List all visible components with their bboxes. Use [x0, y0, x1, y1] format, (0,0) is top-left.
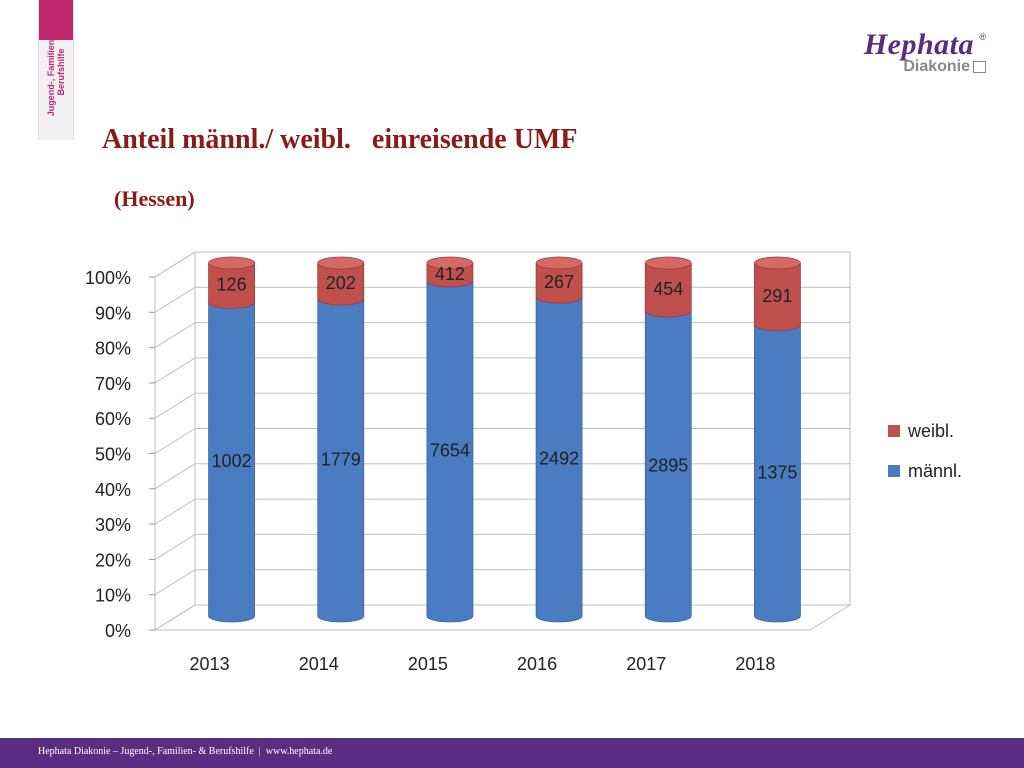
- y-tick-label: 20%: [95, 550, 131, 570]
- gridline-diagonal: [154, 392, 196, 419]
- hephata-logo: Hephata ® Diakonie: [836, 28, 986, 78]
- bar-top-2017: [644, 256, 692, 270]
- legend-swatch-maennl: [888, 465, 900, 477]
- gridline-diagonal: [154, 251, 196, 278]
- side-tab-accent: [39, 0, 73, 40]
- y-tick-label: 80%: [95, 339, 131, 359]
- logo-subtitle: Diakonie: [903, 58, 970, 75]
- floor: [153, 604, 852, 631]
- gridline-diagonal: [154, 322, 196, 349]
- x-tick-label-2018: 2018: [735, 654, 775, 674]
- legend-swatch-weibl: [888, 425, 900, 437]
- y-tick-label: 10%: [95, 586, 131, 606]
- data-label-maennl-2018: 1375: [757, 462, 797, 482]
- logo-cross-icon: [973, 61, 986, 73]
- data-label-weibl-2013: 126: [217, 275, 247, 295]
- x-tick-label-2013: 2013: [190, 654, 230, 674]
- y-tick-label: 60%: [95, 409, 131, 429]
- gridline-diagonal: [154, 498, 196, 525]
- y-tick-label: 90%: [95, 303, 131, 323]
- stacked-bar-chart: 0% 10% 20% 30% 40% 50% 60% 70% 80% 90% 100% 1002 126…: [85, 251, 962, 674]
- data-label-weibl-2017: 454: [653, 279, 683, 299]
- side-tab: Jugend-, Familien- & Berufshilfe: [38, 0, 74, 140]
- data-label-weibl-2015: 412: [435, 264, 465, 284]
- data-label-maennl-2013: 1002: [212, 451, 252, 471]
- x-tick-label-2014: 2014: [299, 654, 339, 674]
- logo-registered-mark: ®: [979, 32, 986, 42]
- bar-top-2014: [317, 256, 365, 270]
- data-label-weibl-2016: 267: [544, 272, 574, 292]
- y-tick-label: 0%: [105, 621, 131, 641]
- data-label-maennl-2015: 7654: [430, 441, 470, 461]
- gridline-diagonal: [154, 604, 196, 631]
- gridline-diagonal: [154, 569, 196, 596]
- gridline-diagonal: [154, 463, 196, 490]
- data-label-maennl-2014: 1779: [321, 449, 361, 469]
- bar-top-2015: [426, 256, 474, 270]
- data-label-maennl-2016: 2492: [539, 449, 579, 469]
- y-tick-label: 50%: [95, 445, 131, 465]
- legend-label-weibl: weibl.: [907, 421, 954, 441]
- data-label-weibl-2018: 291: [762, 286, 792, 306]
- footer-bar: Hephata Diakonie – Jugend-, Familien- & …: [0, 738, 1024, 768]
- y-tick-label: 70%: [95, 374, 131, 394]
- gridline-diagonal: [154, 428, 196, 454]
- legend-label-maennl: männl.: [908, 461, 962, 481]
- y-tick-label: 40%: [95, 480, 131, 500]
- x-tick-label-2015: 2015: [408, 654, 448, 674]
- gridline-diagonal: [154, 533, 196, 560]
- logo-name: Hephata: [863, 28, 974, 61]
- page-title: Anteil männl./ weibl. einreisende UMF: [102, 124, 578, 155]
- gridline-diagonal: [154, 357, 196, 384]
- data-label-maennl-2017: 2895: [648, 455, 688, 475]
- x-tick-label-2017: 2017: [626, 654, 666, 674]
- x-tick-label-2016: 2016: [517, 654, 557, 674]
- page-subtitle: (Hessen): [114, 186, 195, 211]
- bar-top-2016: [535, 256, 583, 270]
- data-label-weibl-2014: 202: [326, 273, 356, 293]
- bar-top-2018: [754, 256, 801, 270]
- bar-top-2013: [208, 256, 255, 270]
- y-tick-label: 30%: [95, 515, 131, 535]
- footer-text: Hephata Diakonie – Jugend-, Familien- & …: [38, 746, 333, 757]
- y-tick-label: 100%: [85, 268, 131, 288]
- gridline-diagonal: [154, 286, 196, 313]
